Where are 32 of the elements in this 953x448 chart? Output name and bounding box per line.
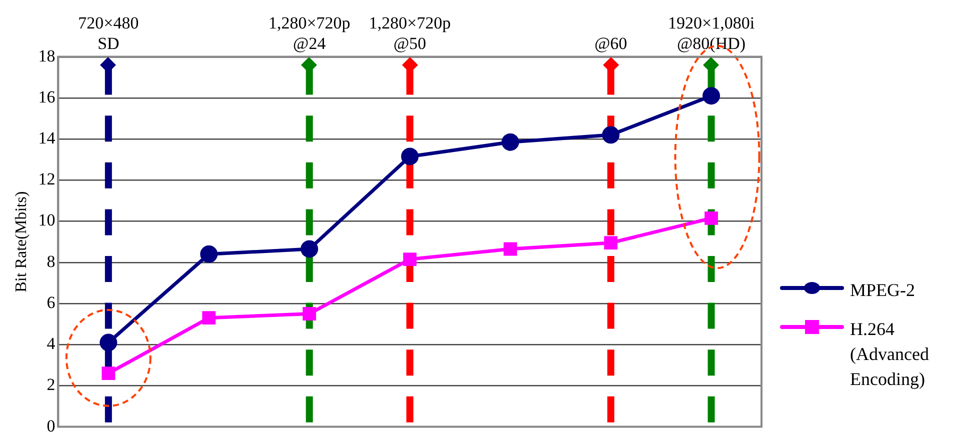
- y-tick-label: 12: [38, 170, 56, 189]
- y-axis-title: Bit Rate(Mbits): [12, 191, 30, 292]
- y-tick-label: 16: [38, 87, 56, 106]
- point: [100, 334, 118, 352]
- y-tick-label: 2: [46, 375, 56, 394]
- y-tick-label: 4: [46, 334, 56, 354]
- point: [401, 148, 419, 166]
- x-tick-label: 1,280×720p @50: [368, 14, 451, 54]
- point: [502, 133, 520, 151]
- point: [200, 245, 218, 263]
- x-tick-label: 1920×1,080i @80(HD): [668, 14, 755, 54]
- y-tick-label: 14: [38, 128, 56, 148]
- x-tick-label: 720×480 SD: [78, 14, 139, 54]
- point: [704, 211, 718, 225]
- point: [302, 307, 316, 320]
- point: [602, 126, 620, 144]
- point: [702, 87, 720, 105]
- x-tick-label: 1,280×720p @24: [268, 14, 350, 54]
- y-tick-label: 18: [38, 46, 56, 66]
- x-tick-label: @60: [594, 34, 628, 54]
- point: [202, 311, 216, 325]
- y-tick-label: 10: [38, 210, 56, 230]
- y-tick-label: 6: [46, 292, 56, 312]
- point: [504, 242, 518, 256]
- legend-label: MPEG-2: [850, 279, 916, 302]
- point: [300, 240, 318, 258]
- legend-label: H.264 (Advanced Encoding): [850, 318, 930, 391]
- point: [604, 236, 618, 250]
- y-tick-label: 8: [46, 252, 56, 271]
- point: [403, 252, 417, 266]
- y-tick-label: 0: [46, 416, 56, 436]
- point: [102, 366, 116, 380]
